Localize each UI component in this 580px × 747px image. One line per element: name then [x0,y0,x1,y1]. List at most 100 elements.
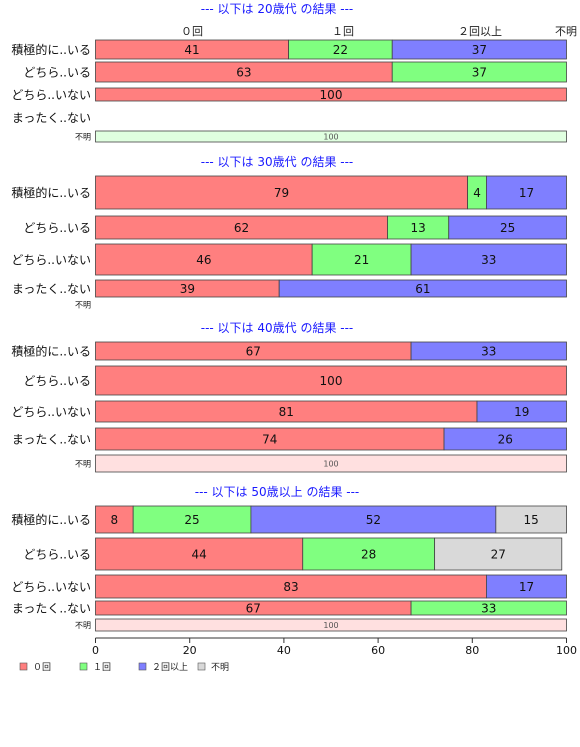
bar-segment [95,505,134,534]
data-label: 19 [514,405,529,419]
data-label: 15 [524,513,539,527]
data-label: 67 [246,602,261,616]
bar-segment [95,130,567,143]
row-label: まったく..ない [12,602,91,616]
x-tick-label: 60 [371,644,385,657]
row-label: 不明 [75,621,91,630]
data-label: 33 [481,345,496,359]
row-label: 積極的に..いる [11,344,91,359]
data-label: 33 [481,253,496,267]
row-label: 積極的に..いる [11,185,91,200]
legend-swatch [79,662,88,671]
bar-segment [434,537,563,571]
row-label: どちら..いない [11,253,91,267]
legend-swatch [138,662,147,671]
data-label: 39 [180,282,195,296]
row-label: どちら..いる [23,374,91,388]
bar-segment [410,600,567,616]
row-label: どちら..いない [11,580,91,594]
data-label: 4 [473,186,481,200]
x-tick-label: 100 [556,644,577,657]
legend-label: ２回以上 [152,662,188,673]
data-label: 21 [354,253,369,267]
data-label: 27 [491,548,506,562]
bar-segment [495,505,567,534]
data-label: 37 [472,43,487,57]
row-label: どちら..いない [11,405,91,419]
legend-swatch [197,662,206,671]
x-tick-label: 40 [277,644,291,657]
bar-segment [410,243,567,276]
row-label: 不明 [75,460,91,469]
data-label: 28 [361,548,376,562]
row-label: まったく..ない [12,111,91,125]
data-label: 79 [274,186,289,200]
row-label: 積極的に..いる [11,512,91,527]
data-label: 62 [234,221,249,235]
legend-label: １回 [93,662,111,673]
data-label: 26 [498,433,513,447]
data-label: 8 [111,513,119,527]
row-label: 積極的に..いる [11,42,91,57]
bar-segment [486,175,567,210]
legend-swatch [19,662,28,671]
bar-segment [250,505,497,534]
bar-segment [391,61,567,83]
top-category-label: ２回以上 [458,25,502,38]
data-label: 81 [279,405,294,419]
bar-segment [443,427,567,451]
row-label: どちら..いる [23,548,91,562]
data-label: 41 [184,43,199,57]
bar-segment [311,243,412,276]
row-label: 不明 [75,301,91,310]
panel-title: --- 以下は 40歳代 の結果 --- [201,321,354,335]
data-label: 37 [472,66,487,80]
bar-segment [410,341,567,361]
data-label: 100 [323,621,338,630]
data-label: 63 [236,66,251,80]
row-label: どちら..いる [23,66,91,80]
panel-title: --- 以下は 50歳以上 の結果 --- [195,485,360,499]
x-tick-label: 20 [183,644,197,657]
bar-segment [95,365,567,396]
data-label: 46 [196,253,211,267]
row-label: まったく..ない [12,282,91,296]
bar-segment [486,574,567,599]
top-category-label: １回 [332,25,354,38]
bar-segment [95,454,567,473]
data-label: 83 [283,580,298,594]
data-label: 17 [519,580,534,594]
bar-segment [476,400,567,423]
data-label: 25 [500,221,515,235]
row-label: 不明 [75,133,91,142]
legend-label: ０回 [33,662,51,673]
data-label: 67 [246,345,261,359]
data-label: 22 [333,43,348,57]
row-label: どちら..いない [11,88,91,102]
bar-segment [95,537,304,571]
bar-segment [132,505,252,534]
bar-segment [302,537,436,571]
bar-segment [391,39,567,60]
panel-title: --- 以下は 20歳代 の結果 --- [201,2,354,16]
row-label: まったく..ない [12,433,91,447]
data-label: 100 [323,460,338,469]
data-label: 100 [320,374,343,388]
bar-segment [95,618,567,632]
data-label: 74 [262,433,277,447]
top-category-label: 不明 [555,25,577,38]
panel-title: --- 以下は 30歳代 の結果 --- [201,155,354,169]
bar-segment [278,279,567,298]
bar-segment [95,243,313,276]
data-label: 52 [366,513,381,527]
bar-segment [95,175,468,210]
data-label: 100 [320,88,343,102]
bar-segment [448,215,567,240]
data-label: 17 [519,186,534,200]
bar-segment [95,87,567,102]
data-label: 100 [323,133,338,142]
data-label: 25 [184,513,199,527]
x-tick-label: 0 [92,644,99,657]
legend-label: 不明 [211,662,229,673]
data-label: 13 [410,221,425,235]
